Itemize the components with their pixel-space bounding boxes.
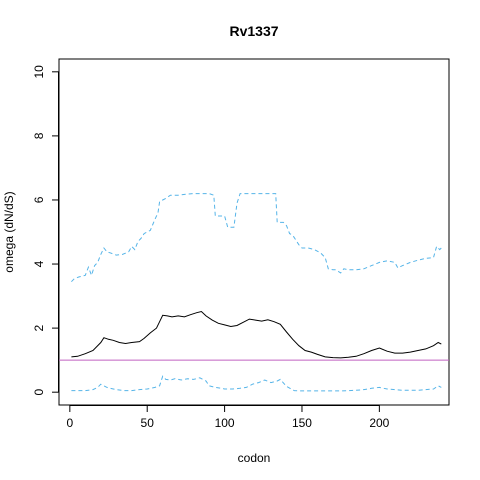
x-axis: 0 50 100 150 200 — [66, 405, 390, 430]
x-tick-label: 0 — [66, 416, 73, 430]
series-line-1 — [71, 193, 442, 283]
y-axis-label: omega (dN/dS) — [2, 191, 16, 272]
plot-frame — [58, 58, 450, 406]
y-tick-label: 10 — [32, 65, 46, 79]
x-tick-label: 150 — [292, 416, 312, 430]
y-tick-label: 2 — [32, 324, 46, 331]
plot-area — [59, 193, 449, 392]
x-axis-label: codon — [238, 451, 271, 465]
y-tick-label: 4 — [32, 260, 46, 267]
x-tick-label: 50 — [141, 416, 155, 430]
series-line-0 — [71, 310, 442, 359]
chart-title: Rv1337 — [229, 23, 278, 39]
x-tick-label: 200 — [369, 416, 389, 430]
series-line-2 — [71, 375, 442, 392]
y-tick-label: 0 — [32, 389, 46, 396]
y-tick-label: 6 — [32, 196, 46, 203]
y-axis: 0 2 4 6 8 10 — [32, 65, 59, 396]
y-tick-label: 8 — [32, 132, 46, 139]
x-tick-label: 100 — [215, 416, 235, 430]
